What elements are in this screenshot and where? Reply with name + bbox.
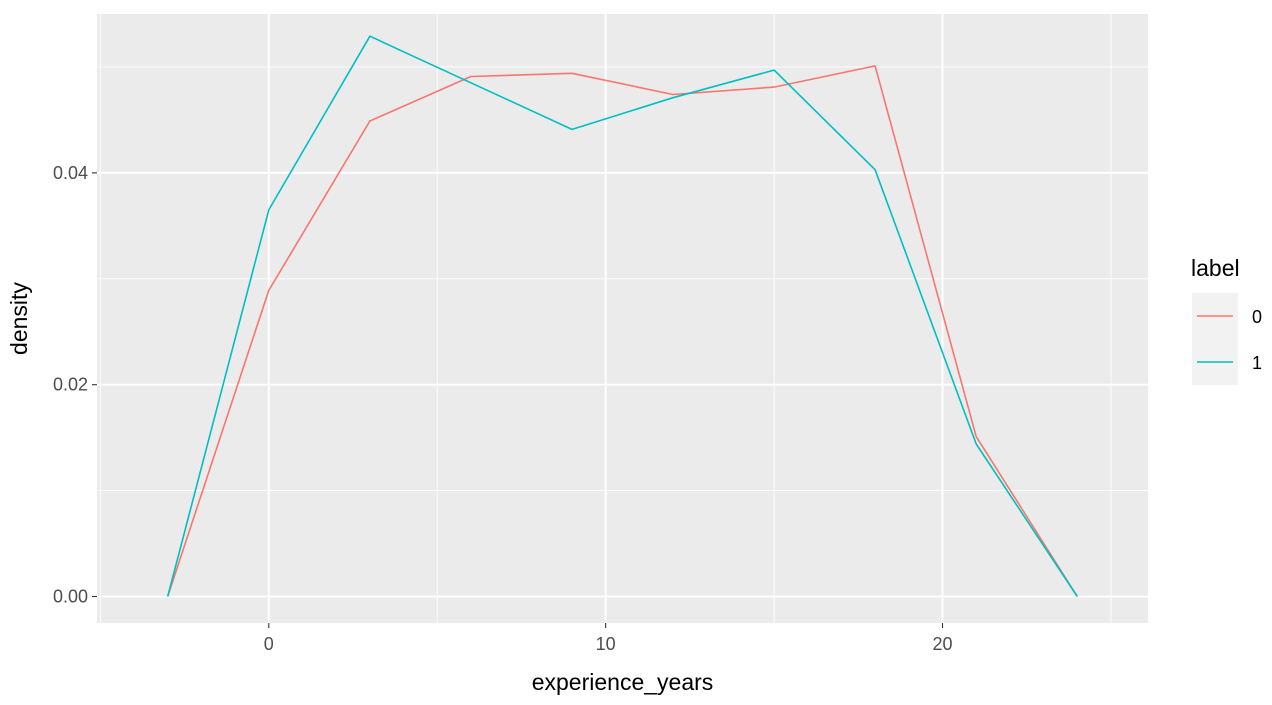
x-tick-label: 10 xyxy=(596,634,616,654)
legend-title: label xyxy=(1191,255,1240,281)
major-gridlines xyxy=(97,14,1148,623)
series-line-0 xyxy=(166,65,1078,597)
legend-label-0: 0 xyxy=(1252,307,1262,327)
y-tick-label: 0.02 xyxy=(53,375,88,395)
y-tick-label: 0.04 xyxy=(53,163,88,183)
y-axis-ticks: 0.00 0.02 0.04 xyxy=(53,163,97,607)
legend-label-1: 1 xyxy=(1252,353,1262,373)
x-tick-label: 20 xyxy=(933,634,953,654)
y-axis-title: density xyxy=(6,282,32,355)
panel-background xyxy=(97,14,1148,623)
series-line-1 xyxy=(166,35,1078,597)
y-tick-label: 0.00 xyxy=(53,587,88,607)
legend: label 01 xyxy=(1191,255,1262,385)
x-tick-label: 0 xyxy=(264,634,274,654)
x-axis-ticks: 0 10 20 xyxy=(264,623,953,654)
series-lines xyxy=(166,35,1078,597)
x-axis-title: experience_years xyxy=(532,669,714,695)
legend-items: 01 xyxy=(1192,293,1262,385)
minor-gridlines xyxy=(97,14,1148,623)
